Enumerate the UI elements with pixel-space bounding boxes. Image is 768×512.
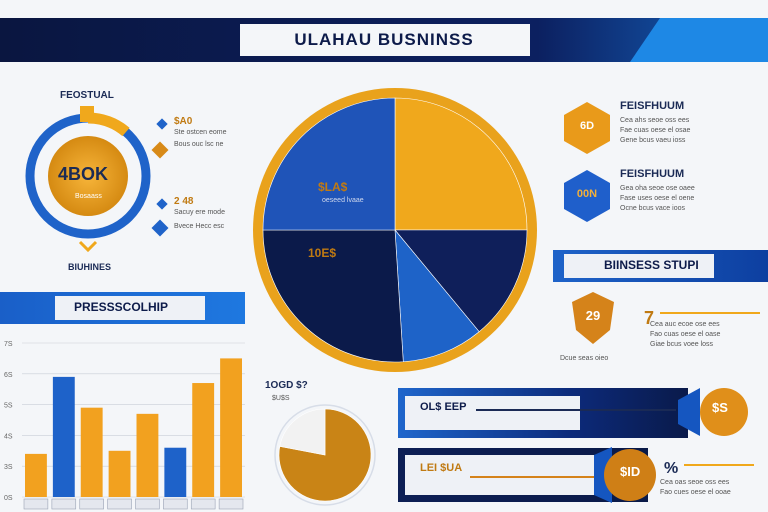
hexagon-badge — [678, 388, 748, 436]
divider — [684, 464, 754, 466]
bar-ytick-label: 7S — [4, 341, 13, 348]
small-pie-value: 1OGD $? — [265, 380, 308, 391]
bar-ytick-label: 6S — [4, 372, 13, 379]
bar-ytick-label: 4S — [4, 433, 13, 440]
pie-label-b: 10E$ — [308, 246, 337, 260]
bar-2 — [80, 407, 103, 497]
hexagon-badge-label: 00N — [576, 188, 598, 200]
strip-bar-1-badge: $S — [712, 400, 728, 415]
ring-value: 4BOK — [58, 164, 109, 184]
right-item-title: FEISFHUUM — [620, 168, 685, 180]
shield-value: 7 — [644, 308, 655, 328]
bar-category-tile — [51, 498, 77, 510]
hexagon-badge — [564, 170, 610, 222]
main-pie-slice-4 — [262, 97, 396, 231]
small-pie-slice-1 — [279, 408, 326, 456]
strip-bar-2-badge: $ID — [620, 464, 641, 479]
left-item-value: $A0 — [174, 116, 193, 127]
divider — [470, 476, 620, 478]
bar-0 — [25, 453, 47, 497]
strip-bar-1-label: OL$ EEP — [420, 401, 467, 413]
right-item-line: Gene bcus vaeu ioss — [620, 137, 686, 144]
hexagon-badge — [594, 447, 656, 503]
main-pie-slice-2 — [394, 229, 480, 363]
bottom-right-line: Fao cues oese el ooae — [660, 489, 731, 496]
bar-category-tile — [107, 498, 132, 510]
shield-line: Giae bcus voee loss — [650, 341, 714, 348]
main-pie-slice-1 — [394, 229, 528, 333]
process-banner-label: PRESSSCOLHIP — [74, 300, 169, 314]
bar-ytick-label: 5S — [4, 403, 13, 410]
right-item-title: FEISFHUUM — [620, 100, 685, 112]
main-pie-chart — [253, 88, 537, 372]
strip-bar-2-inner — [405, 455, 595, 495]
left-label-bottom: BIUHINES — [68, 262, 112, 272]
shield-line: Dcue seas oieo — [560, 355, 609, 362]
main-pie-slice-3 — [262, 229, 404, 363]
left-item-text: Sacuy ere mode — [174, 209, 225, 216]
ring-sub: Bosaass — [75, 193, 102, 200]
left-item-text: Bvece Hecc esc — [174, 223, 225, 230]
shield-line: Cea auc ecoe ose ees — [650, 321, 720, 328]
bar-3 — [108, 450, 131, 497]
left-label-top: FEOSTUAL — [60, 90, 114, 101]
business-strip-label: BIINSESS STUPI — [604, 258, 699, 272]
bar-category-tile — [190, 498, 216, 510]
bar-1 — [52, 376, 75, 497]
hexagon-badge-label: 6D — [579, 120, 595, 132]
bar-5 — [164, 447, 187, 497]
shield-badge-label: 29 — [585, 308, 601, 323]
right-item-line: Fase uses oese el oene — [620, 195, 695, 202]
left-item-text: Ste ostcen eome — [174, 129, 227, 136]
pie-label-a: $LA$ — [318, 180, 348, 194]
strip-bar-1-inner — [405, 396, 580, 430]
bar-ytick-label: 0S — [4, 495, 13, 502]
divider — [476, 409, 676, 411]
bar-category-tile — [163, 498, 188, 510]
small-pie-sub: $U$S — [272, 395, 290, 402]
divider — [660, 312, 760, 314]
bar-category-tile — [23, 498, 49, 510]
bottom-right-value: % — [664, 460, 679, 477]
hexagon-badge — [564, 102, 610, 154]
right-item-line: Cea ahs seoe oss ees — [620, 117, 690, 124]
bar-4 — [136, 413, 159, 497]
bar-category-tile — [135, 498, 160, 510]
left-item-value: 2 48 — [174, 196, 194, 207]
header-banner — [0, 18, 768, 62]
right-item-line: Ocne bcus vace ioos — [620, 205, 685, 212]
strip-bar-2-label: LEI $UA — [420, 462, 463, 474]
right-item-line: Gea oha seoe ose oaee — [620, 185, 695, 192]
left-item-text: Bous ouc lsc ne — [174, 141, 224, 148]
page-title: ULAHAU BUSNINSS — [294, 30, 474, 49]
main-pie-slice-0 — [394, 97, 528, 231]
bottom-right-line: Cea oas seoe oss ees — [660, 479, 730, 486]
bar-category-tile — [218, 498, 244, 510]
pie-label-a-sub: oeseed lvaae — [322, 197, 364, 204]
small-pie-chart — [274, 404, 376, 506]
bar-6 — [192, 383, 215, 497]
bar-ytick-label: 3S — [4, 464, 13, 471]
business-strip-inner — [564, 254, 714, 278]
shield-line: Fao cuas oese el oase — [650, 331, 721, 338]
shield-badge — [572, 292, 614, 344]
bar-category-tile — [79, 498, 104, 510]
right-item-line: Fae cuas oese el osae — [620, 127, 691, 134]
process-banner-inner — [55, 296, 205, 320]
bar-7 — [220, 358, 242, 497]
ring-gauge — [25, 106, 151, 253]
bar-chart: 7S 6S 5S 4S 3S 0S — [4, 341, 245, 510]
